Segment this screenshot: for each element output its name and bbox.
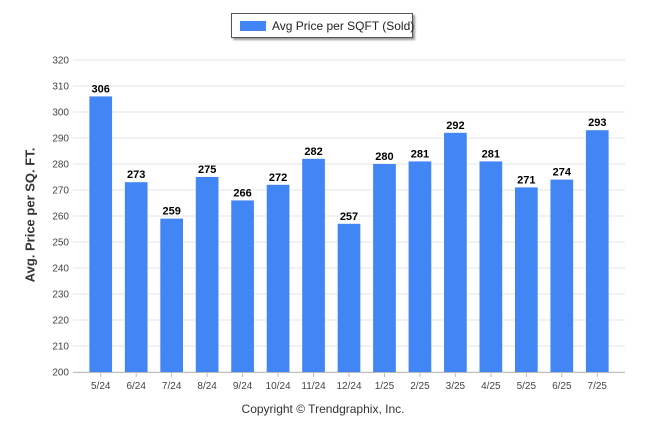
- x-tick-label: 5/25: [517, 381, 537, 392]
- data-label: 281: [411, 148, 429, 160]
- x-tick-label: 12/24: [336, 381, 361, 392]
- bar: [373, 164, 396, 372]
- legend-label: Avg Price per SQFT (Sold): [272, 19, 415, 33]
- data-label: 257: [340, 211, 358, 223]
- y-tick-label: 310: [52, 82, 69, 93]
- x-tick-label: 1/25: [375, 381, 395, 392]
- y-tick-label: 200: [52, 368, 69, 379]
- data-label: 272: [269, 172, 287, 184]
- x-tick-label: 2/25: [410, 381, 430, 392]
- bar: [160, 218, 184, 372]
- y-tick-label: 320: [52, 56, 69, 67]
- bar: [89, 96, 113, 373]
- data-label: 281: [482, 148, 500, 160]
- x-tick-label: 3/25: [446, 381, 466, 392]
- data-label: 259: [162, 206, 180, 218]
- y-tick-label: 240: [52, 264, 69, 275]
- legend-swatch: [240, 21, 266, 31]
- x-tick-label: 10/24: [266, 381, 291, 392]
- y-axis-title: Avg. Price per SQ. FT.: [22, 147, 38, 283]
- x-tick-label: 8/24: [197, 381, 217, 392]
- y-tick-label: 260: [52, 212, 69, 223]
- bar: [266, 184, 290, 372]
- x-tick-label: 11/24: [301, 381, 326, 392]
- bar: [408, 161, 432, 372]
- data-label: 293: [588, 117, 606, 129]
- data-label: 271: [517, 174, 535, 186]
- x-tick-label: 6/24: [126, 381, 146, 392]
- x-tick-label: 7/24: [162, 381, 182, 392]
- data-label: 275: [198, 164, 216, 176]
- y-tick-label: 270: [52, 186, 69, 197]
- data-label: 274: [553, 167, 572, 179]
- bar: [124, 182, 148, 372]
- bar: [302, 158, 325, 372]
- legend: Avg Price per SQFT (Sold): [231, 13, 415, 38]
- y-tick-label: 230: [52, 290, 69, 301]
- bar: [231, 200, 254, 372]
- data-label: 292: [446, 120, 464, 132]
- x-tick-label: 5/24: [91, 381, 111, 392]
- bar: [337, 223, 361, 372]
- copyright-footer: Copyright © Trendgraphix, Inc.: [241, 402, 405, 416]
- bar: [585, 130, 609, 372]
- x-tick-label: 6/25: [552, 381, 572, 392]
- y-tick-label: 280: [52, 160, 69, 171]
- data-label: 266: [233, 187, 251, 199]
- x-tick-label: 9/24: [233, 381, 253, 392]
- bar: [514, 187, 538, 372]
- y-tick-label: 220: [52, 316, 69, 327]
- x-tick-label: 4/25: [481, 381, 501, 392]
- y-tick-label: 250: [52, 238, 69, 249]
- y-tick-label: 290: [52, 134, 69, 145]
- bar: [195, 177, 219, 372]
- x-tick-label: 7/25: [588, 381, 608, 392]
- data-label: 273: [127, 169, 145, 181]
- bar: [444, 132, 467, 372]
- data-label: 280: [375, 151, 393, 163]
- y-tick-label: 300: [52, 108, 69, 119]
- bar: [550, 179, 574, 372]
- y-tick-label: 210: [52, 342, 69, 353]
- data-label: 306: [92, 83, 110, 95]
- bar: [479, 161, 503, 372]
- data-label: 282: [304, 146, 322, 158]
